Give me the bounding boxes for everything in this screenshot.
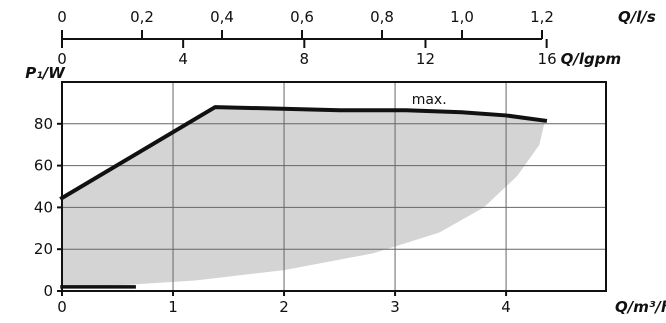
x-tick-label-1: 1 [168, 298, 178, 316]
top-lgpm-axis-label: Q/lgpm [561, 50, 621, 68]
top-ls-tick-label-0: 0 [57, 8, 67, 26]
x-tick-label-3: 3 [390, 298, 400, 316]
top-lgpm-tick-label-0: 0 [57, 50, 67, 68]
y-tick-label-0: 0 [43, 282, 53, 300]
y-tick-label-2: 40 [34, 198, 53, 216]
y-tick-label-1: 20 [34, 240, 53, 258]
max-curve [59, 105, 548, 201]
top-ls-tick-label-1: 0,2 [130, 8, 154, 26]
x-tick-label-2: 2 [279, 298, 289, 316]
y-tick-label-3: 60 [34, 157, 53, 175]
top-lgpm-tick-label-3: 12 [416, 50, 435, 68]
y-tick-label-4: 80 [34, 115, 53, 133]
y-axis-label: P₁/W [25, 64, 66, 82]
top-lgpm-tick-label-2: 8 [300, 50, 310, 68]
plot-frame [61, 81, 607, 292]
x-tick-label-4: 4 [501, 298, 511, 316]
top-ls-tick-label-6: 1,2 [530, 8, 554, 26]
top-ls-tick-label-2: 0,4 [210, 8, 234, 26]
top-ls-tick-label-4: 0,8 [370, 8, 394, 26]
operating-area [62, 107, 545, 287]
top-ls-tick-label-5: 1,0 [450, 8, 474, 26]
top-lgpm-tick-label-1: 4 [178, 50, 188, 68]
annotation-max: max. [412, 92, 447, 108]
x-tick-label-0: 0 [57, 298, 67, 316]
top-lgpm-tick-label-4: 16 [538, 50, 557, 68]
top-ls-axis-label: Q/l/s [618, 8, 656, 26]
top-ls-tick-label-3: 0,6 [290, 8, 314, 26]
x-axis-label: Q/m³/h [615, 298, 666, 316]
plot-area [59, 82, 606, 291]
